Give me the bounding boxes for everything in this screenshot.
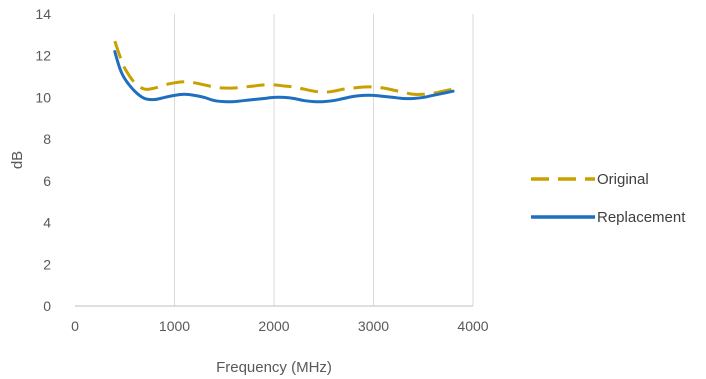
y-tick-labels: 0 2 4 6 8 10 12 14 [35, 6, 51, 314]
gridlines [174, 14, 474, 306]
x-tick-label: 1000 [159, 318, 190, 334]
x-tick-label: 2000 [258, 318, 289, 334]
series-lines [113, 40, 455, 104]
legend: Original Replacement [531, 171, 686, 226]
y-tick-label: 4 [43, 215, 51, 231]
x-tick-label: 3000 [358, 318, 389, 334]
x-tick-labels: 0 1000 2000 3000 4000 [71, 318, 489, 334]
y-tick-label: 10 [35, 89, 51, 105]
x-tick-label: 0 [71, 318, 79, 334]
y-tick-label: 6 [43, 173, 51, 189]
y-tick-label: 0 [43, 298, 51, 314]
y-tick-label: 14 [35, 6, 51, 22]
y-tick-label: 12 [35, 48, 51, 64]
y-axis-title: dB [9, 151, 26, 169]
x-axis-title: Frequency (MHz) [216, 359, 332, 376]
legend-label-replacement: Replacement [597, 209, 686, 226]
series-line-replacement [113, 50, 455, 104]
y-tick-label: 8 [43, 131, 51, 147]
y-tick-label: 2 [43, 256, 51, 272]
legend-label-original: Original [597, 171, 649, 188]
series-line-original [113, 40, 454, 96]
x-tick-label: 4000 [457, 318, 488, 334]
